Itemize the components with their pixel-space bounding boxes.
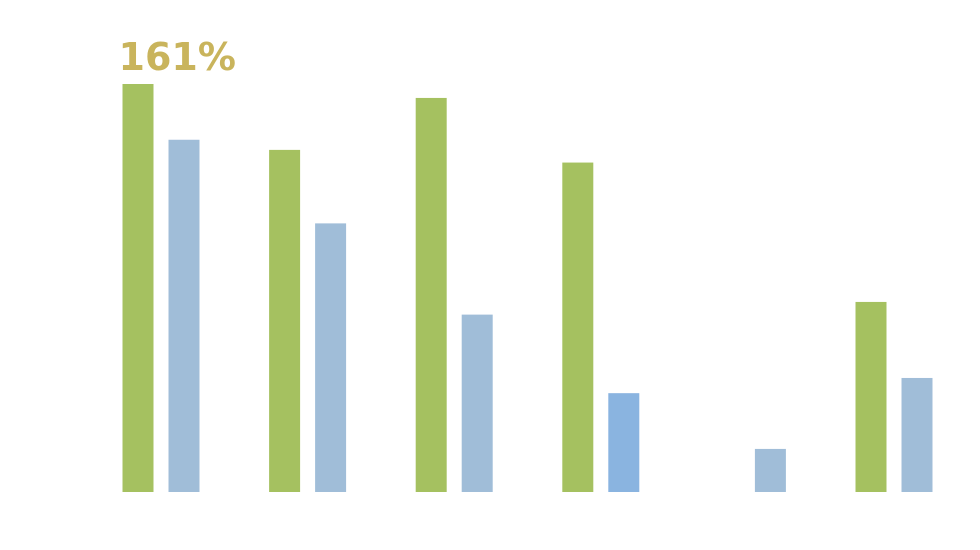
bar: [168, 139, 200, 492]
bar: [608, 393, 640, 492]
bar: [315, 223, 347, 492]
bar: [415, 97, 447, 492]
bar: [269, 149, 301, 493]
bar: [562, 162, 594, 492]
value-label: 161%: [119, 35, 236, 79]
bar: [754, 448, 786, 492]
bar: [122, 84, 154, 492]
bar: [901, 377, 933, 492]
bar: [855, 301, 887, 492]
bar: [461, 314, 493, 492]
